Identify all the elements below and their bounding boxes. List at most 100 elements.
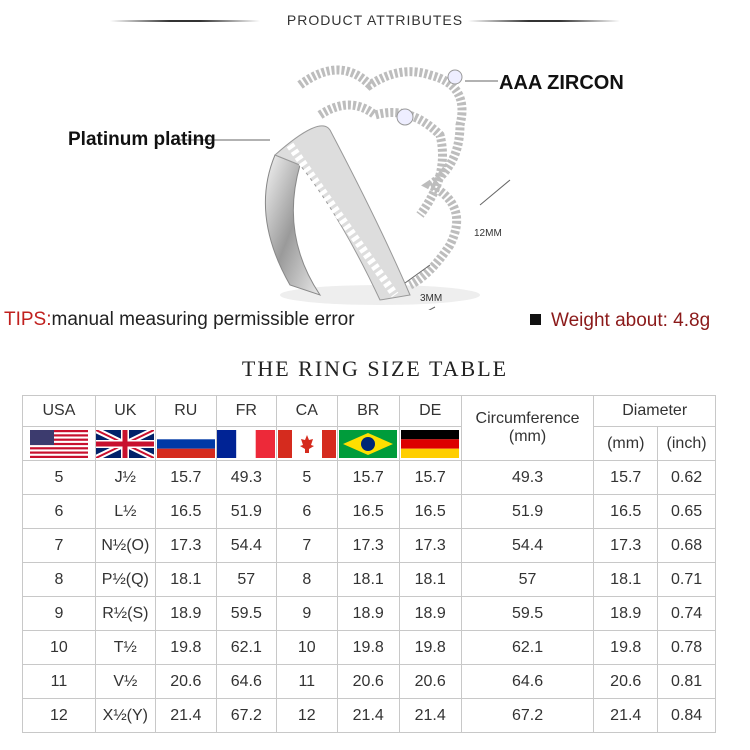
table-cell: P½(Q) — [94, 562, 156, 597]
table-cell: 49.3 — [460, 460, 595, 495]
table-cell: 0.71 — [657, 562, 716, 597]
table-cell: 20.6 — [593, 664, 659, 699]
table-cell: 18.9 — [336, 596, 400, 631]
table-cell: 21.4 — [336, 698, 400, 733]
col-diameter-inch: (inch) — [657, 426, 716, 461]
col-ru: RU — [154, 395, 217, 427]
tips-note: TIPS:manual measuring permissible error — [4, 309, 355, 331]
table-cell: 62.1 — [460, 630, 595, 665]
brazil-flag-cell — [336, 426, 400, 461]
table-row: 11 V½ 20.6 64.6 11 20.6 20.6 64.6 20.6 0.81 — [22, 664, 716, 699]
table-cell: 57 — [460, 562, 595, 597]
table-cell: 18.1 — [398, 562, 462, 597]
weight-text: Weight about: 4.8g — [551, 310, 711, 331]
brazil-flag-icon — [339, 429, 398, 458]
table-cell: 59.5 — [215, 596, 277, 631]
table-cell: 10 — [22, 630, 96, 665]
table-cell: J½ — [94, 460, 156, 495]
zircon-label: AAA ZIRCON — [499, 72, 624, 94]
table-cell: T½ — [94, 630, 156, 665]
table-cell: 18.1 — [154, 562, 217, 597]
table-cell: 7 — [275, 528, 338, 563]
table-cell: 20.6 — [398, 664, 462, 699]
width-dimension: 3MM — [420, 293, 443, 304]
col-fr: FR — [215, 395, 277, 427]
table-cell: 67.2 — [460, 698, 595, 733]
table-cell: 0.81 — [657, 664, 716, 699]
table-cell: 0.62 — [657, 460, 716, 495]
table-cell: 0.74 — [657, 596, 716, 631]
table-cell: 16.5 — [336, 494, 400, 529]
weight-note: Weight about: 4.8g — [530, 310, 710, 332]
table-cell: 12 — [275, 698, 338, 733]
us-flag-icon — [29, 429, 88, 458]
col-diameter-mm: (mm) — [593, 426, 659, 461]
table-cell: 9 — [22, 596, 96, 631]
table-cell: 54.4 — [215, 528, 277, 563]
france-flag-icon — [217, 429, 276, 458]
table-cell: 6 — [275, 494, 338, 529]
table-cell: 15.7 — [154, 460, 217, 495]
table-cell: 57 — [215, 562, 277, 597]
table-cell: 18.1 — [336, 562, 400, 597]
table-row: 7 N½(O) 17.3 54.4 7 17.3 17.3 54.4 17.3 0.68 — [22, 528, 716, 563]
table-cell: 11 — [22, 664, 96, 699]
bullet-square-icon — [530, 314, 541, 325]
col-de: DE — [398, 395, 462, 427]
uk-flag-icon — [96, 429, 155, 458]
table-cell: V½ — [94, 664, 156, 699]
table-cell: L½ — [94, 494, 156, 529]
uk-flag-cell — [94, 426, 156, 461]
table-cell: 21.4 — [593, 698, 659, 733]
col-usa: USA — [22, 395, 96, 427]
platinum-plating-label: Platinum plating — [68, 129, 216, 150]
table-cell: R½(S) — [94, 596, 156, 631]
table-cell: 18.9 — [154, 596, 217, 631]
table-cell: 67.2 — [215, 698, 277, 733]
table-cell: 15.7 — [336, 460, 400, 495]
table-cell: 16.5 — [398, 494, 462, 529]
table-row: 8 P½(Q) 18.1 57 8 18.1 18.1 57 18.1 0.71 — [22, 562, 716, 597]
table-cell: 7 — [22, 528, 96, 563]
table-cell: 17.3 — [336, 528, 400, 563]
germany-flag-cell — [398, 426, 462, 461]
col-diameter: Diameter — [593, 395, 716, 427]
table-cell: 0.78 — [657, 630, 716, 665]
table-cell: 64.6 — [460, 664, 595, 699]
table-cell: 51.9 — [460, 494, 595, 529]
table-cell: 0.84 — [657, 698, 716, 733]
table-cell: 15.7 — [593, 460, 659, 495]
canada-flag-cell — [275, 426, 338, 461]
table-cell: 62.1 — [215, 630, 277, 665]
table-cell: 8 — [22, 562, 96, 597]
table-row: 12 X½(Y) 21.4 67.2 12 21.4 21.4 67.2 21.4 0.84 — [22, 698, 716, 733]
table-row: 9 R½(S) 18.9 59.5 9 18.9 18.9 59.5 18.9 0.74 — [22, 596, 716, 631]
table-cell: 18.1 — [593, 562, 659, 597]
france-flag-cell — [215, 426, 277, 461]
table-cell: 6 — [22, 494, 96, 529]
table-cell: 18.9 — [398, 596, 462, 631]
table-row: 6 L½ 16.5 51.9 6 16.5 16.5 51.9 16.5 0.65 — [22, 494, 716, 529]
table-cell: 11 — [275, 664, 338, 699]
table-cell: 54.4 — [460, 528, 595, 563]
table-cell: N½(O) — [94, 528, 156, 563]
table-cell: 19.8 — [336, 630, 400, 665]
col-ca: CA — [275, 395, 338, 427]
table-cell: 21.4 — [398, 698, 462, 733]
table-cell: 64.6 — [215, 664, 277, 699]
table-cell: 0.68 — [657, 528, 716, 563]
russia-flag-cell — [154, 426, 217, 461]
table-cell: 17.3 — [593, 528, 659, 563]
russia-flag-icon — [156, 429, 215, 458]
table-row: 5 J½ 15.7 49.3 5 15.7 15.7 49.3 15.7 0.62 — [22, 460, 716, 495]
table-cell: 59.5 — [460, 596, 595, 631]
tips-text: manual measuring permissible error — [51, 309, 355, 330]
tips-prefix: TIPS: — [4, 309, 52, 330]
table-cell: X½(Y) — [94, 698, 156, 733]
table-cell: 20.6 — [336, 664, 400, 699]
col-circumference: Circumference (mm) — [460, 395, 595, 461]
table-cell: 9 — [275, 596, 338, 631]
table-cell: 19.8 — [398, 630, 462, 665]
height-dimension: 12MM — [474, 228, 502, 239]
table-cell: 20.6 — [154, 664, 217, 699]
